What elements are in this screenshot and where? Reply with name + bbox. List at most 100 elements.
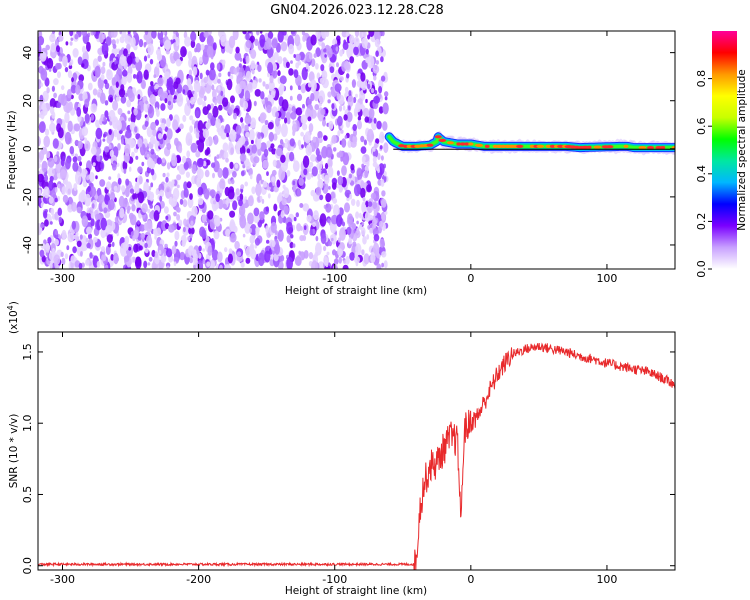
noise-speckle — [149, 204, 153, 209]
noise-speckle — [53, 155, 58, 162]
snr-y-label: SNR (10 * v/v) — [8, 414, 20, 489]
noise-speckle — [140, 232, 146, 240]
noise-speckle — [366, 184, 372, 193]
noise-speckle — [310, 34, 317, 46]
noise-speckle — [156, 62, 160, 69]
noise-speckle — [53, 92, 57, 99]
noise-speckle — [384, 96, 388, 101]
noise-speckle — [146, 220, 153, 233]
noise-speckle — [338, 256, 343, 264]
noise-speckle — [188, 69, 193, 76]
noise-speckle — [62, 55, 68, 67]
noise-speckle — [110, 254, 114, 261]
noise-speckle — [45, 243, 51, 251]
noise-speckle — [151, 210, 155, 215]
noise-speckle — [273, 203, 278, 212]
noise-speckle — [281, 99, 289, 112]
noise-speckle — [222, 59, 226, 66]
spectrogram-frame — [37, 30, 676, 270]
noise-speckle — [245, 32, 250, 41]
noise-speckle — [89, 186, 97, 197]
noise-speckle — [302, 103, 305, 110]
noise-speckle — [384, 91, 389, 97]
noise-speckle — [157, 77, 164, 87]
ridge-core — [475, 143, 483, 147]
noise-speckle — [164, 243, 168, 249]
noise-speckle — [90, 146, 97, 155]
noise-speckle — [276, 179, 281, 188]
noise-speckle — [151, 249, 156, 258]
noise-speckle — [375, 50, 379, 57]
noise-speckle — [123, 48, 128, 57]
noise-speckle — [164, 98, 168, 104]
ridge-core — [660, 146, 666, 150]
noise-speckle — [157, 88, 164, 98]
noise-speckle — [245, 40, 252, 49]
noise-speckle — [54, 229, 58, 236]
noise-speckle — [135, 155, 139, 160]
noise-speckle — [45, 44, 50, 51]
noise-speckle — [176, 214, 181, 221]
noise-speckle — [265, 37, 272, 50]
noise-speckle — [120, 95, 127, 104]
noise-speckle — [84, 98, 90, 108]
noise-speckle — [301, 67, 308, 81]
noise-speckle — [49, 98, 56, 109]
noise-speckle — [38, 189, 42, 196]
noise-speckle — [275, 111, 279, 118]
noise-speckle — [283, 187, 290, 199]
x-tick-label: -100 — [322, 272, 347, 285]
noise-speckle — [191, 205, 198, 217]
noise-speckle — [137, 166, 143, 174]
noise-speckle — [38, 150, 45, 161]
noise-speckle — [62, 194, 69, 203]
noise-speckle — [239, 57, 243, 62]
noise-speckle — [344, 86, 349, 93]
noise-speckle — [157, 243, 164, 256]
noise-speckle — [96, 154, 101, 162]
noise-speckle — [248, 129, 255, 142]
noise-speckle — [152, 128, 157, 137]
noise-speckle — [366, 234, 370, 240]
noise-speckle — [133, 74, 137, 79]
noise-speckle — [189, 257, 194, 264]
noise-speckle — [315, 31, 321, 40]
colorbar-tick-label: 0.2 — [695, 213, 708, 231]
noise-speckle — [137, 104, 141, 110]
noise-speckle — [239, 145, 246, 156]
noise-speckle — [217, 85, 221, 91]
snr-series-line — [38, 342, 675, 570]
noise-speckle — [109, 149, 115, 158]
noise-speckle — [344, 202, 350, 213]
noise-speckle — [43, 186, 50, 199]
noise-speckle — [117, 173, 121, 180]
noise-speckle — [266, 140, 271, 148]
noise-speckle — [150, 148, 155, 155]
noise-speckle — [214, 100, 217, 106]
noise-speckle — [167, 100, 172, 106]
noise-speckle — [315, 242, 322, 256]
noise-speckle — [317, 178, 324, 190]
noise-speckle — [374, 31, 381, 42]
noise-speckle — [343, 114, 348, 121]
noise-speckle — [320, 233, 327, 245]
noise-speckle — [315, 235, 319, 242]
noise-speckle — [281, 160, 288, 172]
noise-speckle — [378, 86, 383, 94]
noise-speckle — [72, 161, 79, 172]
ridge-core — [529, 144, 535, 148]
noise-speckle — [266, 46, 274, 59]
noise-speckle — [150, 135, 156, 145]
noise-speckle — [373, 209, 378, 217]
noise-speckle — [218, 104, 223, 111]
noise-speckle — [355, 211, 360, 219]
noise-speckle — [80, 194, 86, 203]
noise-speckle — [307, 116, 312, 122]
noise-speckle — [341, 31, 348, 38]
noise-speckle — [66, 245, 70, 251]
noise-speckle — [43, 135, 50, 148]
noise-speckle — [353, 36, 360, 48]
noise-speckle — [212, 88, 217, 99]
noise-speckle — [277, 56, 283, 65]
noise-speckle — [345, 255, 350, 265]
